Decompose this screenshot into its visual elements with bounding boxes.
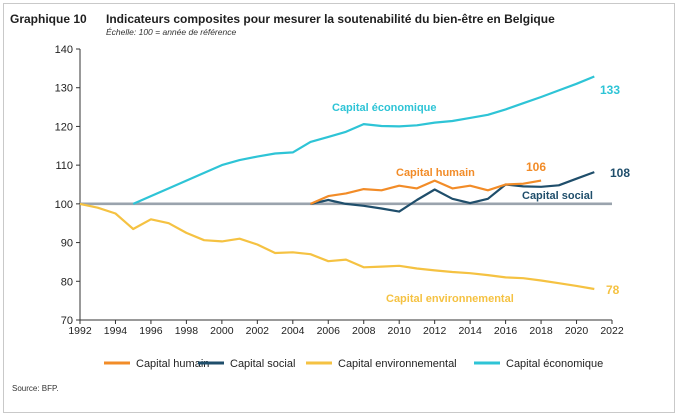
y-tick-label: 140 xyxy=(55,44,73,56)
y-tick-label: 100 xyxy=(55,199,73,211)
x-tick-label: 2022 xyxy=(600,325,624,337)
end-value-economique: 133 xyxy=(600,83,620,97)
chart-subtitle: Échelle: 100 = année de référence xyxy=(106,27,237,37)
x-tick-label: 2006 xyxy=(317,325,341,337)
x-tick-label: 2002 xyxy=(246,325,270,337)
legend-label-social: Capital social xyxy=(230,358,295,370)
x-tick-label: 2020 xyxy=(565,325,589,337)
x-tick-label: 1998 xyxy=(175,325,199,337)
x-tick-label: 2016 xyxy=(494,325,518,337)
x-tick-label: 2010 xyxy=(388,325,412,337)
y-tick-label: 120 xyxy=(55,121,73,133)
series-line-social xyxy=(310,171,595,213)
x-tick-label: 2014 xyxy=(458,325,482,337)
y-tick-label: 90 xyxy=(61,238,73,250)
x-tick-label: 2000 xyxy=(210,325,234,337)
series-label-environnemental: Capital environnemental xyxy=(386,293,514,305)
x-tick-label: 1996 xyxy=(139,325,163,337)
x-tick-label: 1994 xyxy=(104,325,128,337)
series-line-humain xyxy=(310,179,542,205)
x-tick-label: 1992 xyxy=(68,325,92,337)
end-value-humain: 106 xyxy=(526,160,546,174)
x-tick-label: 2008 xyxy=(352,325,376,337)
series-line-environnemental xyxy=(79,202,595,291)
graphique-number: Graphique 10 xyxy=(10,12,87,26)
series-label-economique: Capital économique xyxy=(332,102,437,114)
x-tick-label: 2018 xyxy=(529,325,553,337)
x-tick-label: 2004 xyxy=(281,325,305,337)
legend-label-humain: Capital humain xyxy=(136,358,209,370)
series-line-economique xyxy=(132,75,595,205)
chart-title: Indicateurs composites pour mesurer la s… xyxy=(106,12,555,26)
y-tick-label: 70 xyxy=(61,315,73,327)
source-note: Source: BFP. xyxy=(12,384,59,393)
series-label-humain: Capital humain xyxy=(396,167,475,179)
end-value-social: 108 xyxy=(610,166,630,180)
x-tick-label: 2012 xyxy=(423,325,447,337)
chart-frame xyxy=(3,3,675,413)
y-tick-label: 80 xyxy=(61,276,73,288)
legend-label-economique: Capital économique xyxy=(506,358,603,370)
legend-label-environnemental: Capital environnemental xyxy=(338,358,457,370)
series-label-social: Capital social xyxy=(522,190,593,202)
y-tick-label: 110 xyxy=(55,160,73,172)
end-value-environnemental: 78 xyxy=(606,283,620,297)
y-tick-label: 130 xyxy=(55,83,73,95)
